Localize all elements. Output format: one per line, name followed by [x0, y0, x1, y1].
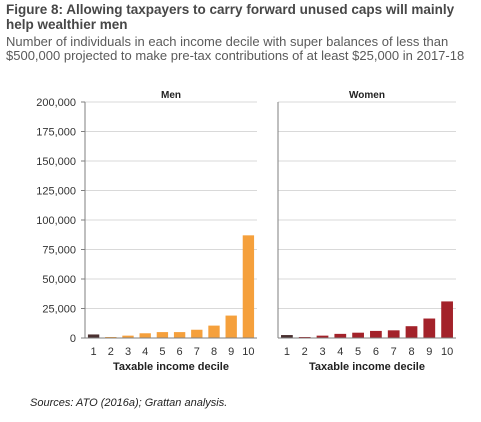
- y-tick-label: 200,000: [36, 97, 76, 109]
- bar-women-decile-9: [423, 318, 436, 338]
- figure-title: Figure 8: Allowing taxpayers to carry fo…: [6, 2, 455, 32]
- panel-title-men: Men: [161, 90, 181, 101]
- y-tick-label: 0: [70, 333, 76, 345]
- x-tick-label: 2: [108, 346, 114, 358]
- bar-men-decile-9: [225, 315, 237, 338]
- y-tick-label: 50,000: [42, 274, 76, 286]
- x-tick-label: 9: [426, 346, 432, 358]
- x-tick-label: 7: [194, 346, 200, 358]
- x-tick-label: 8: [211, 346, 217, 358]
- bars-men: [87, 235, 255, 338]
- x-tick-label: 5: [355, 346, 361, 358]
- y-tick-label: 25,000: [42, 304, 76, 316]
- x-axis-label-women: Taxable income decile: [309, 361, 425, 373]
- bar-women-decile-7: [387, 330, 400, 338]
- bar-women-decile-10: [441, 301, 453, 338]
- x-tick-label: 4: [142, 346, 148, 358]
- y-tick-label: 75,000: [42, 245, 76, 257]
- chart-panel-women: 1 2 3 4 5 6 7 8 9 10 Women Taxable income decile: [277, 90, 456, 373]
- x-axis-men: 1 2 3 4 5 6 7 8 9 10: [91, 346, 255, 358]
- x-tick-label: 1: [284, 346, 290, 358]
- bar-men-decile-1: [87, 334, 100, 338]
- bar-men-decile-6: [173, 332, 186, 338]
- x-tick-label: 3: [125, 346, 131, 358]
- bar-women-decile-5: [352, 332, 364, 338]
- x-tick-label: 7: [391, 346, 397, 358]
- figure-subtitle: Number of individuals in each income dec…: [6, 34, 465, 63]
- figure-source: Sources: ATO (2016a); Grattan analysis.: [30, 397, 228, 409]
- bar-men-decile-10: [242, 235, 255, 338]
- x-tick-label: 2: [302, 346, 308, 358]
- x-tick-label: 3: [319, 346, 325, 358]
- bar-women-decile-4: [334, 333, 347, 338]
- bar-men-decile-5: [156, 332, 169, 338]
- bar-men-decile-3: [122, 335, 134, 338]
- x-tick-label: 10: [242, 346, 254, 358]
- panel-title-women: Women: [349, 90, 385, 101]
- y-axis-men: 0 25,000 50,000 75,000 100,000 125,000 150,000…: [36, 97, 85, 345]
- bars-women: [281, 301, 453, 338]
- x-tick-label: 10: [441, 346, 453, 358]
- grid-men: [85, 101, 257, 309]
- bar-women-decile-8: [405, 326, 418, 338]
- bar-women-decile-1: [281, 335, 293, 338]
- x-tick-label: 1: [91, 346, 97, 358]
- y-tick-label: 125,000: [36, 186, 76, 198]
- x-tick-label: 9: [228, 346, 234, 358]
- bar-men-decile-7: [191, 329, 203, 338]
- y-tick-label: 150,000: [36, 156, 76, 168]
- chart-panel-men: 0 25,000 50,000 75,000 100,000 125,000 150,000…: [36, 90, 257, 373]
- bar-women-decile-3: [316, 335, 329, 338]
- x-tick-label: 8: [408, 346, 414, 358]
- bar-chart-panels: 0 25,000 50,000 75,000 100,000 125,000 150,000…: [36, 90, 456, 373]
- x-tick-label: 4: [337, 346, 343, 358]
- x-tick-label: 6: [373, 346, 379, 358]
- x-axis-label-men: Taxable income decile: [113, 361, 229, 373]
- bar-men-decile-4: [139, 333, 151, 338]
- y-tick-label: 100,000: [36, 215, 76, 227]
- x-tick-label: 5: [159, 346, 165, 358]
- grid-women: [278, 101, 456, 309]
- bar-men-decile-8: [208, 325, 220, 338]
- bar-women-decile-6: [370, 330, 382, 338]
- x-tick-label: 6: [177, 346, 183, 358]
- y-tick-label: 175,000: [36, 127, 76, 139]
- x-axis-women: 1 2 3 4 5 6 7 8 9 10: [284, 346, 453, 358]
